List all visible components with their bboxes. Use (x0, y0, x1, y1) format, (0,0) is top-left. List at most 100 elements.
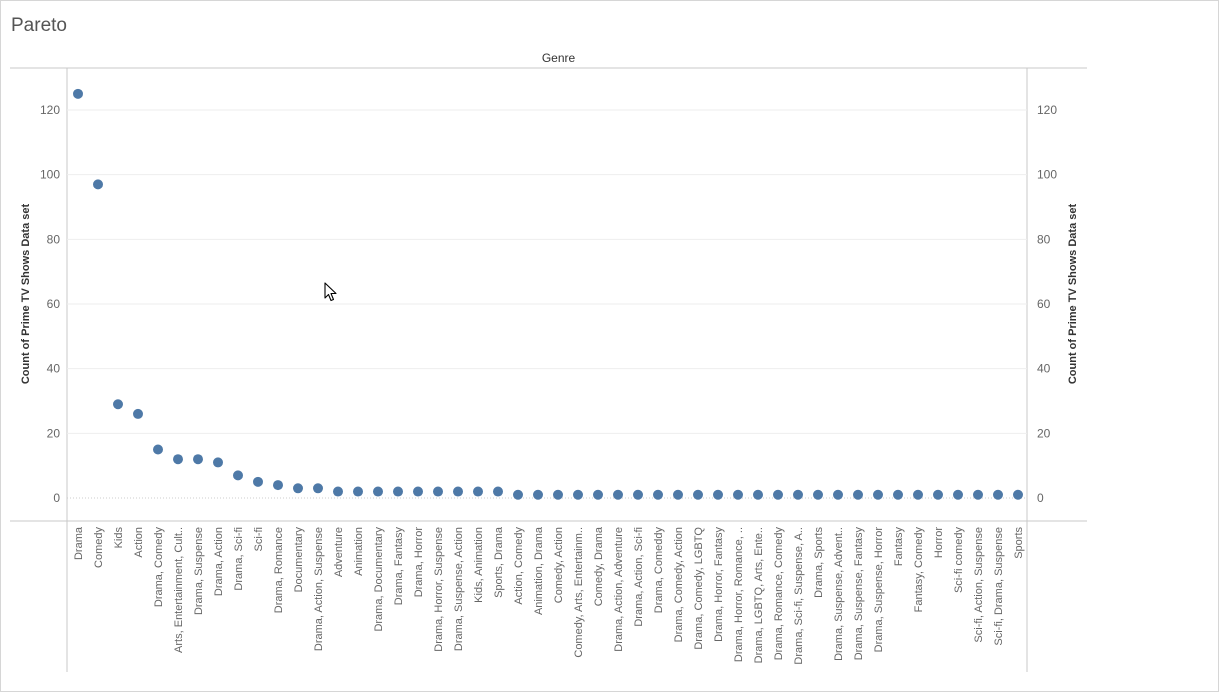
y-tick-label-left: 0 (53, 491, 60, 505)
data-point[interactable] (113, 399, 123, 410)
x-tick-label: Drama, Fantasy (393, 527, 405, 606)
x-tick-label: Fantasy, Comedy (913, 527, 925, 613)
x-tick-label: Drama, Suspense, Horror (873, 527, 885, 653)
data-point[interactable] (713, 489, 723, 500)
data-point[interactable] (973, 489, 983, 500)
sheet-title: Pareto (11, 15, 67, 36)
mouse-cursor-icon (324, 282, 337, 302)
data-point[interactable] (533, 489, 543, 500)
y-tick-label-right: 80 (1037, 232, 1051, 246)
data-point[interactable] (73, 88, 83, 99)
data-point[interactable] (1013, 489, 1023, 500)
data-point[interactable] (213, 457, 223, 468)
x-tick-label: Comedy, Drama (593, 526, 605, 606)
data-point[interactable] (593, 489, 603, 500)
column-header-genre: Genre (542, 51, 576, 65)
data-point[interactable] (513, 489, 523, 500)
x-tick-label: Drama, Horror, Romance, .. (733, 527, 745, 662)
data-point[interactable] (953, 489, 963, 500)
data-point[interactable] (753, 489, 763, 500)
data-point[interactable] (773, 489, 783, 500)
x-tick-label: Drama, Action, Suspense (313, 527, 325, 651)
y-tick-label-right: 0 (1037, 491, 1044, 505)
data-point[interactable] (453, 486, 463, 497)
data-point[interactable] (233, 470, 243, 481)
x-tick-label: Fantasy (893, 527, 905, 567)
data-point[interactable] (913, 489, 923, 500)
data-point[interactable] (993, 489, 1003, 500)
data-point[interactable] (433, 486, 443, 497)
x-tick-label: Drama, Suspense, Action (453, 527, 465, 651)
x-tick-label: Sci-fi comedy (953, 527, 965, 594)
x-tick-label: Drama, Documentary (373, 527, 385, 632)
data-point[interactable] (333, 486, 343, 497)
data-point[interactable] (313, 483, 323, 494)
y-axis-title-right: Count of Prime TV Shows Data set (1067, 204, 1079, 385)
data-point[interactable] (293, 483, 303, 494)
x-tick-label: Animation (353, 527, 365, 576)
data-point[interactable] (673, 489, 683, 500)
data-point[interactable] (493, 486, 503, 497)
x-tick-label: Drama, Horror, Suspense (433, 527, 445, 652)
x-tick-label: Drama, Action, Adventure (613, 527, 625, 652)
y-tick-label-left: 100 (40, 168, 60, 182)
x-tick-label: Drama, Action (213, 527, 225, 596)
x-tick-label: Drama, Horror, Fantasy (713, 527, 725, 642)
x-tick-label: Drama, Romance (273, 527, 285, 613)
y-tick-label-right: 120 (1037, 103, 1057, 117)
y-tick-label-right: 20 (1037, 426, 1051, 440)
x-tick-label: Documentary (293, 527, 305, 593)
data-point[interactable] (833, 489, 843, 500)
x-tick-label: Sci-fi (253, 527, 265, 551)
x-tick-label: Comedy, Action (553, 527, 565, 603)
data-point[interactable] (933, 489, 943, 500)
x-tick-label: Comedy (93, 527, 105, 568)
y-tick-label-left: 20 (47, 426, 61, 440)
y-tick-label-right: 60 (1037, 297, 1051, 311)
y-tick-label-left: 60 (47, 297, 61, 311)
x-tick-label: Drama, Sci-fi (233, 527, 245, 591)
x-tick-label: Sports, Drama (493, 526, 505, 598)
x-tick-label: Drama, Suspense, Fantasy (853, 527, 865, 661)
x-tick-label: Drama, Comedy, LGBTQ (693, 527, 705, 650)
data-point[interactable] (573, 489, 583, 500)
x-tick-label: Drama, Suspense, Advent.. (833, 527, 845, 661)
data-point[interactable] (353, 486, 363, 497)
x-tick-label: Kids, Animation (473, 527, 485, 603)
data-point[interactable] (473, 486, 483, 497)
y-axis-title-left: Count of Prime TV Shows Data set (20, 204, 32, 385)
x-tick-label: Sports (1013, 527, 1025, 559)
data-point[interactable] (153, 444, 163, 455)
data-point[interactable] (633, 489, 643, 500)
x-tick-label: Horror (933, 527, 945, 559)
x-tick-label: Drama, Sports (813, 527, 825, 598)
x-tick-label: Sci-fi, Action, Suspense (973, 527, 985, 643)
x-tick-label: Sci-fi, Drama, Suspense (993, 527, 1005, 646)
data-point[interactable] (613, 489, 623, 500)
x-tick-label: Drama, LGBTQ, Arts, Ente.. (753, 527, 765, 663)
data-point[interactable] (873, 489, 883, 500)
x-tick-label: Action, Comedy (513, 527, 525, 605)
data-point[interactable] (553, 489, 563, 500)
data-point[interactable] (653, 489, 663, 500)
data-point[interactable] (793, 489, 803, 500)
data-point[interactable] (93, 179, 103, 190)
x-tick-label: Drama (73, 526, 85, 560)
data-point[interactable] (133, 408, 143, 419)
data-point[interactable] (193, 454, 203, 465)
data-point[interactable] (173, 454, 183, 465)
y-tick-label-left: 40 (47, 362, 61, 376)
data-point[interactable] (853, 489, 863, 500)
x-tick-label: Arts, Entertainment, Cult.. (173, 527, 185, 653)
x-tick-label: Kids (113, 527, 125, 549)
data-point[interactable] (373, 486, 383, 497)
data-point[interactable] (893, 489, 903, 500)
data-point[interactable] (693, 489, 703, 500)
data-point[interactable] (813, 489, 823, 500)
data-point[interactable] (733, 489, 743, 500)
data-point[interactable] (393, 486, 403, 497)
data-point[interactable] (273, 480, 283, 491)
data-point[interactable] (413, 486, 423, 497)
data-point[interactable] (253, 476, 263, 487)
